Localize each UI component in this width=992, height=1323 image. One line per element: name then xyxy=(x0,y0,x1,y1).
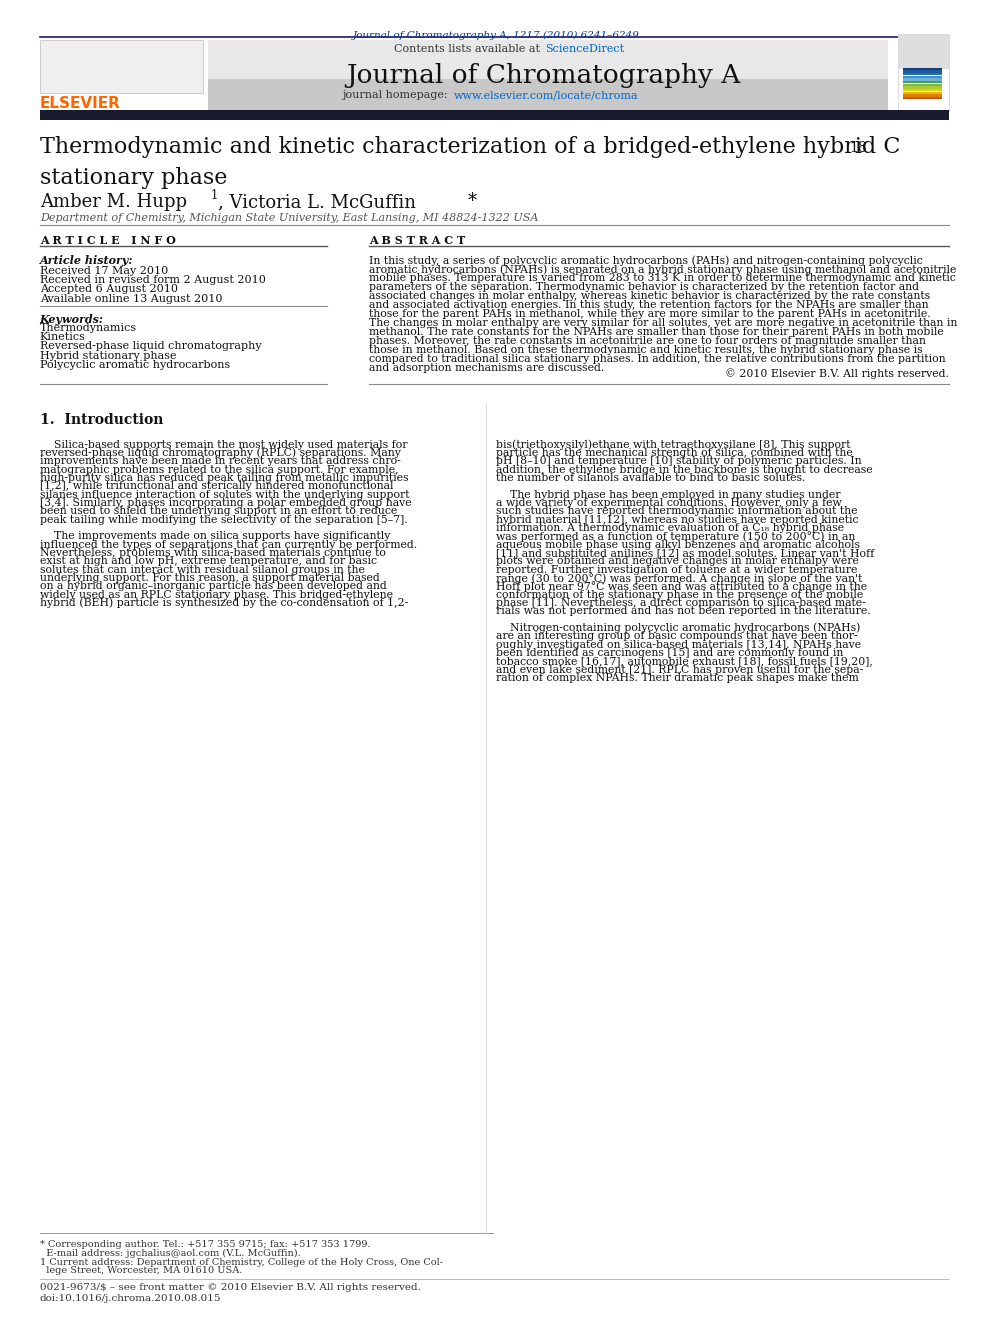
Text: exist at high and low pH, extreme temperature, and for basic: exist at high and low pH, extreme temper… xyxy=(40,556,377,566)
Text: been used to shield the underlying support in an effort to reduce: been used to shield the underlying suppo… xyxy=(40,507,397,516)
Text: [11] and substituted anilines [12] as model solutes. Linear van't Hoff: [11] and substituted anilines [12] as mo… xyxy=(496,548,874,558)
Text: phases. Moreover, the rate constants in acetonitrile are one to four orders of m: phases. Moreover, the rate constants in … xyxy=(369,336,926,347)
Text: Polycyclic aromatic hydrocarbons: Polycyclic aromatic hydrocarbons xyxy=(40,360,230,370)
Text: 1 Current address: Department of Chemistry, College of the Holy Cross, One Col-: 1 Current address: Department of Chemist… xyxy=(40,1258,442,1267)
Text: Received in revised form 2 August 2010: Received in revised form 2 August 2010 xyxy=(40,275,266,286)
Text: solutes that can interact with residual silanol groups in the: solutes that can interact with residual … xyxy=(40,565,364,574)
Text: influenced the types of separations that can currently be performed.: influenced the types of separations that… xyxy=(40,540,417,549)
Text: journal homepage:: journal homepage: xyxy=(342,90,451,101)
Text: Keywords:: Keywords: xyxy=(40,314,104,324)
Text: matographic problems related to the silica support. For example,: matographic problems related to the sili… xyxy=(40,464,399,475)
Text: plots were obtained and negative changes in molar enthalpy were: plots were obtained and negative changes… xyxy=(496,556,859,566)
Text: aromatic hydrocarbons (NPAHs) is separated on a hybrid stationary phase using me: aromatic hydrocarbons (NPAHs) is separat… xyxy=(369,265,956,275)
Text: range (30 to 200°C) was performed. A change in slope of the van't: range (30 to 200°C) was performed. A cha… xyxy=(496,573,862,583)
Text: Article history:: Article history: xyxy=(40,255,133,266)
Text: Hybrid stationary phase: Hybrid stationary phase xyxy=(40,351,177,361)
Text: ELSEVIER: ELSEVIER xyxy=(40,95,121,111)
Text: mobile phases. Temperature is varied from 283 to 313 K in order to determine the: mobile phases. Temperature is varied fro… xyxy=(369,274,955,283)
Text: Received 17 May 2010: Received 17 May 2010 xyxy=(40,266,168,277)
Text: Amber M. Hupp: Amber M. Hupp xyxy=(40,193,186,212)
Text: parameters of the separation. Thermodynamic behavior is characterized by the ret: parameters of the separation. Thermodyna… xyxy=(369,282,919,292)
Text: ration of complex NPAHs. Their dramatic peak shapes make them: ration of complex NPAHs. Their dramatic … xyxy=(496,673,859,683)
Text: Department of Chemistry, Michigan State University, East Lansing, MI 48824-1322 : Department of Chemistry, Michigan State … xyxy=(40,213,538,224)
Text: methanol. The rate constants for the NPAHs are smaller than those for their pare: methanol. The rate constants for the NPA… xyxy=(369,327,943,337)
Text: the number of silanols available to bind to basic solutes.: the number of silanols available to bind… xyxy=(496,472,806,483)
Text: was performed as a function of temperature (150 to 200°C) in an: was performed as a function of temperatu… xyxy=(496,531,855,542)
Text: widely used as an RPLC stationary phase. This bridged-ethylene: widely used as an RPLC stationary phase.… xyxy=(40,590,393,599)
Text: Journal of Chromatography A, 1217 (2010) 6241–6249: Journal of Chromatography A, 1217 (2010)… xyxy=(352,30,640,40)
Text: and even lake sediment [21]. RPLC has proven useful for the sepa-: and even lake sediment [21]. RPLC has pr… xyxy=(496,664,863,675)
Text: www.elsevier.com/locate/chroma: www.elsevier.com/locate/chroma xyxy=(453,90,638,101)
Text: underlying support. For this reason, a support material based: underlying support. For this reason, a s… xyxy=(40,573,379,583)
Text: information. A thermodynamic evaluation of a C₁₈ hybrid phase: information. A thermodynamic evaluation … xyxy=(496,523,844,533)
Text: Thermodynamic and kinetic characterization of a bridged-ethylene hybrid C: Thermodynamic and kinetic characterizati… xyxy=(40,136,900,159)
Text: those for the parent PAHs in methanol, while they are more similar to the parent: those for the parent PAHs in methanol, w… xyxy=(369,310,930,319)
Text: associated changes in molar enthalpy, whereas kinetic behavior is characterized : associated changes in molar enthalpy, wh… xyxy=(369,291,930,302)
Text: Nevertheless, problems with silica-based materials continue to: Nevertheless, problems with silica-based… xyxy=(40,548,386,558)
Text: * Corresponding author. Tel.: +517 355 9715; fax: +517 353 1799.: * Corresponding author. Tel.: +517 355 9… xyxy=(40,1240,370,1249)
Text: Contents lists available at: Contents lists available at xyxy=(394,44,544,54)
Text: [1,2], while trifunctional and sterically hindered monofunctional: [1,2], while trifunctional and stericall… xyxy=(40,482,393,491)
Text: © 2010 Elsevier B.V. All rights reserved.: © 2010 Elsevier B.V. All rights reserved… xyxy=(725,368,949,380)
Text: tobacco smoke [16,17], automobile exhaust [18], fossil fuels [19,20],: tobacco smoke [16,17], automobile exhaus… xyxy=(496,656,873,667)
Text: 0021-9673/$ – see front matter © 2010 Elsevier B.V. All rights reserved.: 0021-9673/$ – see front matter © 2010 El… xyxy=(40,1283,421,1293)
Text: , Victoria L. McGuffin: , Victoria L. McGuffin xyxy=(218,193,417,212)
Text: peak tailing while modifying the selectivity of the separation [5–7].: peak tailing while modifying the selecti… xyxy=(40,515,408,524)
Text: Available online 13 August 2010: Available online 13 August 2010 xyxy=(40,294,222,304)
Text: stationary phase: stationary phase xyxy=(40,167,227,189)
Text: Accepted 6 August 2010: Accepted 6 August 2010 xyxy=(40,284,178,295)
Text: such studies have reported thermodynamic information about the: such studies have reported thermodynamic… xyxy=(496,507,857,516)
Text: aqueous mobile phase using alkyl benzenes and aromatic alcohols: aqueous mobile phase using alkyl benzene… xyxy=(496,540,860,549)
Text: doi:10.1016/j.chroma.2010.08.015: doi:10.1016/j.chroma.2010.08.015 xyxy=(40,1294,221,1303)
Text: [3,4]. Similarly, phases incorporating a polar embedded group have: [3,4]. Similarly, phases incorporating a… xyxy=(40,497,412,508)
Text: Journal of Chromatography A: Journal of Chromatography A xyxy=(346,64,741,87)
Text: and adsorption mechanisms are discussed.: and adsorption mechanisms are discussed. xyxy=(369,364,604,373)
Text: hybrid (BEH) particle is synthesized by the co-condensation of 1,2-: hybrid (BEH) particle is synthesized by … xyxy=(40,598,408,609)
Text: conformation of the stationary phase in the presence of the mobile: conformation of the stationary phase in … xyxy=(496,590,863,599)
Text: The hybrid phase has been employed in many studies under: The hybrid phase has been employed in ma… xyxy=(496,490,840,500)
Text: A R T I C L E   I N F O: A R T I C L E I N F O xyxy=(40,235,176,246)
Text: Silica-based supports remain the most widely used materials for: Silica-based supports remain the most wi… xyxy=(40,439,407,450)
Text: and associated activation energies. In this study, the retention factors for the: and associated activation energies. In t… xyxy=(369,300,929,311)
Text: Reversed-phase liquid chromatography: Reversed-phase liquid chromatography xyxy=(40,341,261,352)
Text: A B S T R A C T: A B S T R A C T xyxy=(369,235,465,246)
Text: ScienceDirect: ScienceDirect xyxy=(546,44,625,54)
Text: 1: 1 xyxy=(210,189,217,202)
Text: Thermodynamics: Thermodynamics xyxy=(40,323,137,333)
Text: silanes influence interaction of solutes with the underlying support: silanes influence interaction of solutes… xyxy=(40,490,409,500)
Text: high-purity silica has reduced peak tailing from metallic impurities: high-purity silica has reduced peak tail… xyxy=(40,472,408,483)
Text: E-mail address: jgchalius@aol.com (V.L. McGuffin).: E-mail address: jgchalius@aol.com (V.L. … xyxy=(40,1249,301,1258)
Text: Kinetics: Kinetics xyxy=(40,332,85,343)
Text: lege Street, Worcester, MA 01610 USA.: lege Street, Worcester, MA 01610 USA. xyxy=(40,1266,242,1275)
Text: reversed-phase liquid chromatography (RPLC) separations. Many: reversed-phase liquid chromatography (RP… xyxy=(40,447,401,458)
Text: rials was not performed and has not been reported in the literature.: rials was not performed and has not been… xyxy=(496,606,871,617)
Text: The changes in molar enthalpy are very similar for all solutes, yet are more neg: The changes in molar enthalpy are very s… xyxy=(369,319,957,328)
Text: been identified as carcinogens [15] and are commonly found in: been identified as carcinogens [15] and … xyxy=(496,648,843,658)
Text: addition, the ethylene bridge in the backbone is thought to decrease: addition, the ethylene bridge in the bac… xyxy=(496,464,873,475)
Text: pH [8–10] and temperature [10] stability of polymeric particles. In: pH [8–10] and temperature [10] stability… xyxy=(496,456,862,466)
Text: *: * xyxy=(467,192,476,210)
Text: 1.  Introduction: 1. Introduction xyxy=(40,413,163,427)
Text: on a hybrid organic–inorganic particle has been developed and: on a hybrid organic–inorganic particle h… xyxy=(40,581,387,591)
Text: The improvements made on silica supports have significantly: The improvements made on silica supports… xyxy=(40,531,390,541)
Text: Nitrogen-containing polycyclic aromatic hydrocarbons (NPAHs): Nitrogen-containing polycyclic aromatic … xyxy=(496,623,860,634)
Text: reported. Further investigation of toluene at a wider temperature: reported. Further investigation of tolue… xyxy=(496,565,857,574)
Text: Hoff plot near 97°C was seen and was attributed to a change in the: Hoff plot near 97°C was seen and was att… xyxy=(496,581,867,593)
Text: hybrid material [11,12], whereas no studies have reported kinetic: hybrid material [11,12], whereas no stud… xyxy=(496,515,858,524)
Text: In this study, a series of polycyclic aromatic hydrocarbons (PAHs) and nitrogen-: In this study, a series of polycyclic ar… xyxy=(369,255,923,266)
Text: oughly investigated on silica-based materials [13,14]. NPAHs have: oughly investigated on silica-based mate… xyxy=(496,639,861,650)
Text: compared to traditional silica stationary phases. In addition, the relative cont: compared to traditional silica stationar… xyxy=(369,355,945,364)
Text: improvements have been made in recent years that address chro-: improvements have been made in recent ye… xyxy=(40,456,401,466)
Text: bis(triethoxysilyl)ethane with tetraethoxysilane [8]. This support: bis(triethoxysilyl)ethane with tetraetho… xyxy=(496,439,850,450)
Text: those in methanol. Based on these thermodynamic and kinetic results, the hybrid : those in methanol. Based on these thermo… xyxy=(369,345,923,356)
Text: particle has the mechanical strength of silica, combined with the: particle has the mechanical strength of … xyxy=(496,447,853,458)
Text: a wide variety of experimental conditions. However, only a few: a wide variety of experimental condition… xyxy=(496,497,842,508)
Text: 18: 18 xyxy=(849,140,867,155)
Text: are an interesting group of basic compounds that have been thor-: are an interesting group of basic compou… xyxy=(496,631,858,642)
Text: phase [11]. Nevertheless, a direct comparison to silica-based mate-: phase [11]. Nevertheless, a direct compa… xyxy=(496,598,866,607)
